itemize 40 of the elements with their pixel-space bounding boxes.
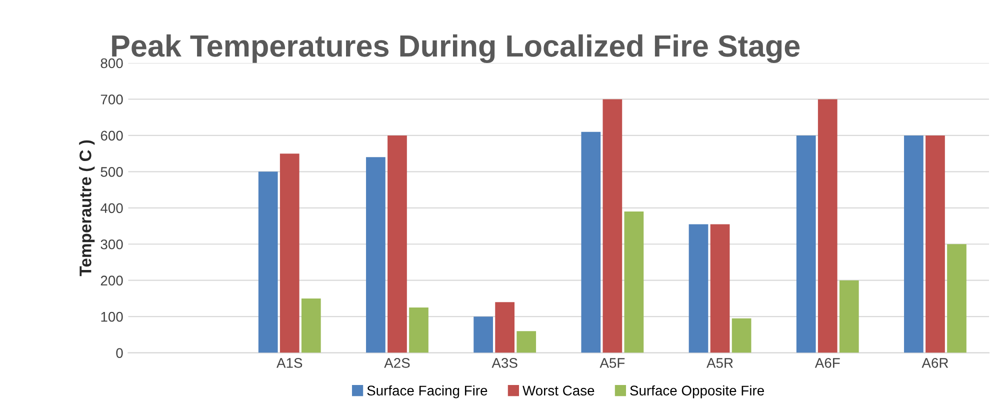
bar <box>688 224 708 353</box>
bar <box>624 212 644 353</box>
legend-label: Surface Opposite Fire <box>630 385 764 398</box>
bar <box>516 331 536 353</box>
bar <box>258 172 278 353</box>
bar <box>904 135 924 353</box>
bar <box>796 135 816 353</box>
legend-label: Worst Case <box>522 386 594 396</box>
y-tick-label: 700 <box>100 94 123 104</box>
x-tick-label: A3S <box>492 358 518 368</box>
bar <box>732 318 752 353</box>
x-tick-label: A6R <box>922 358 948 368</box>
x-tick-label: A5R <box>706 358 733 368</box>
y-tick-label: 400 <box>100 203 123 214</box>
bar <box>301 298 321 353</box>
bar <box>602 99 622 353</box>
y-tick-label: 500 <box>100 167 123 177</box>
y-tick-label: 200 <box>100 276 123 286</box>
y-tick-label: 0 <box>116 348 123 358</box>
bar <box>388 135 407 353</box>
bar <box>947 244 966 353</box>
legend-label: Surface Facing Fire <box>367 385 488 398</box>
x-tick-label: A5F <box>600 358 625 368</box>
bar <box>839 280 859 353</box>
x-tick-label: A6F <box>814 358 840 368</box>
bar <box>581 132 601 353</box>
bar <box>409 308 428 353</box>
x-tick-label: A1S <box>276 358 302 368</box>
y-tick-label: 300 <box>100 239 123 250</box>
x-tick-label: A2S <box>384 358 410 368</box>
y-tick-label: 600 <box>100 130 123 141</box>
bar <box>495 302 515 353</box>
y-axis-title: Temperautre ( C ) <box>79 140 95 276</box>
y-tick-label: 100 <box>101 312 123 322</box>
bar <box>926 135 945 353</box>
bar <box>710 224 730 353</box>
bar <box>474 316 493 353</box>
bar <box>818 99 838 353</box>
bar <box>366 157 386 353</box>
bar <box>280 154 300 353</box>
